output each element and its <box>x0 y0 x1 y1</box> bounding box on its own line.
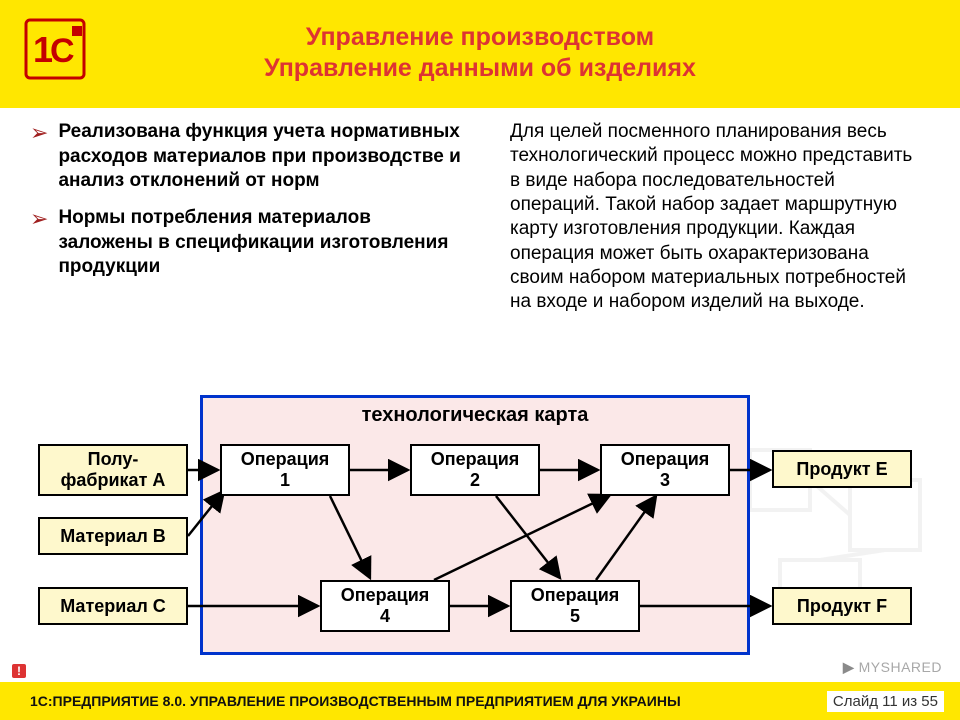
bullet-item: ➢ Нормы потребления материалов заложены … <box>30 206 470 280</box>
paragraph-text: Для целей посменного планирования весь т… <box>510 120 920 315</box>
bullets-column: ➢ Реализована функция учета нормативных … <box>30 120 470 315</box>
node-out_f: Продукт F <box>772 587 912 625</box>
title-block: Управление производством Управление данн… <box>0 22 960 85</box>
bullet-text: Реализована функция учета нормативных ра… <box>58 120 470 194</box>
bullet-item: ➢ Реализована функция учета нормативных … <box>30 120 470 194</box>
flowchart-diagram: технологическая карта Полу-фабрикат А Мат… <box>20 395 940 665</box>
node-input_c: Материал С <box>38 587 188 625</box>
bullet-text: Нормы потребления материалов заложены в … <box>58 206 470 280</box>
slide-frame: 1С:ПРЕДПРИЯТИЕ 8.0. УПРАВЛЕНИЕ ПРОИЗВОДС… <box>0 0 960 720</box>
node-out_e: Продукт Е <box>772 450 912 488</box>
tech-map-container: технологическая карта <box>200 395 750 655</box>
bullet-arrow-icon: ➢ <box>30 120 48 146</box>
tech-map-label: технологическая карта <box>203 398 747 427</box>
node-input_a: Полу-фабрикат А <box>38 444 188 496</box>
paragraph-column: Для целей посменного планирования весь т… <box>510 120 920 315</box>
bullet-arrow-icon: ➢ <box>30 206 48 232</box>
node-op3: Операция3 <box>600 444 730 496</box>
node-op2: Операция2 <box>410 444 540 496</box>
node-input_b: Материал В <box>38 517 188 555</box>
content-row: ➢ Реализована функция учета нормативных … <box>30 120 940 315</box>
node-op1: Операция1 <box>220 444 350 496</box>
footer-text: 1С:ПРЕДПРИЯТИЕ 8.0. УПРАВЛЕНИЕ ПРОИЗВОДС… <box>30 693 681 709</box>
node-op4: Операция4 <box>320 580 450 632</box>
title-line-1: Управление производством <box>0 22 960 53</box>
slide-number: Слайд 11 из 55 <box>827 691 944 712</box>
watermark: ▶ MYSHARED <box>843 659 942 676</box>
alert-icon: ! <box>12 664 26 678</box>
footer-bar: 1С:ПРЕДПРИЯТИЕ 8.0. УПРАВЛЕНИЕ ПРОИЗВОДС… <box>0 682 960 720</box>
title-line-2: Управление данными об изделиях <box>0 53 960 84</box>
node-op5: Операция5 <box>510 580 640 632</box>
